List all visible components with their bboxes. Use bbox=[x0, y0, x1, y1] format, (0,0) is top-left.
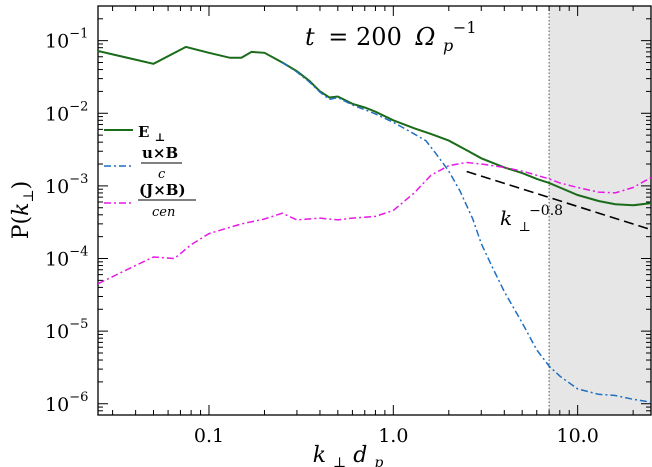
series-line-2 bbox=[98, 161, 651, 285]
series-layer bbox=[98, 45, 651, 403]
x-tick-label: 0.1 bbox=[194, 425, 224, 447]
tick-labels: 0.1 1.0 10.0 10−1 10−2 10−3 10−4 10−5 10−6 bbox=[45, 27, 599, 447]
y-tick-label: 10−2 bbox=[45, 99, 88, 125]
y-axis-title: P(k⊥) bbox=[9, 181, 37, 240]
plot-frame bbox=[97, 5, 652, 416]
series-line-1 bbox=[281, 61, 651, 403]
y-tick-label: 10−5 bbox=[45, 317, 88, 343]
fit-line-label: k ⊥ −0.8 bbox=[500, 203, 563, 236]
shaded-region bbox=[549, 6, 651, 415]
x-tick-label: 10.0 bbox=[556, 425, 598, 447]
y-tick-label: 10−6 bbox=[45, 390, 88, 416]
fit-layer bbox=[466, 170, 651, 231]
legend-label-jxb-num: (J×B) bbox=[139, 181, 186, 199]
axis-ticks bbox=[98, 6, 651, 416]
y-tick-label: 10−1 bbox=[45, 27, 88, 53]
y-tick-label: 10−3 bbox=[45, 172, 88, 198]
fit-line bbox=[466, 170, 651, 231]
legend-label-jxb-den: cen bbox=[152, 205, 175, 220]
legend-label-uxb-den: c bbox=[158, 167, 166, 182]
x-axis-title: k ⊥ d p bbox=[313, 443, 384, 467]
legend-label-uxb-num: u×B bbox=[142, 144, 178, 162]
series-line-0 bbox=[98, 45, 651, 207]
x-tick-label: 1.0 bbox=[378, 425, 408, 447]
chart-title: t = 200 Ω p −1 bbox=[305, 18, 477, 57]
y-tick-label: 10−4 bbox=[45, 245, 88, 271]
legend: E ⊥ u×B c (J×B) cen bbox=[104, 123, 196, 220]
legend-label-e-perp: E ⊥ bbox=[138, 123, 165, 144]
